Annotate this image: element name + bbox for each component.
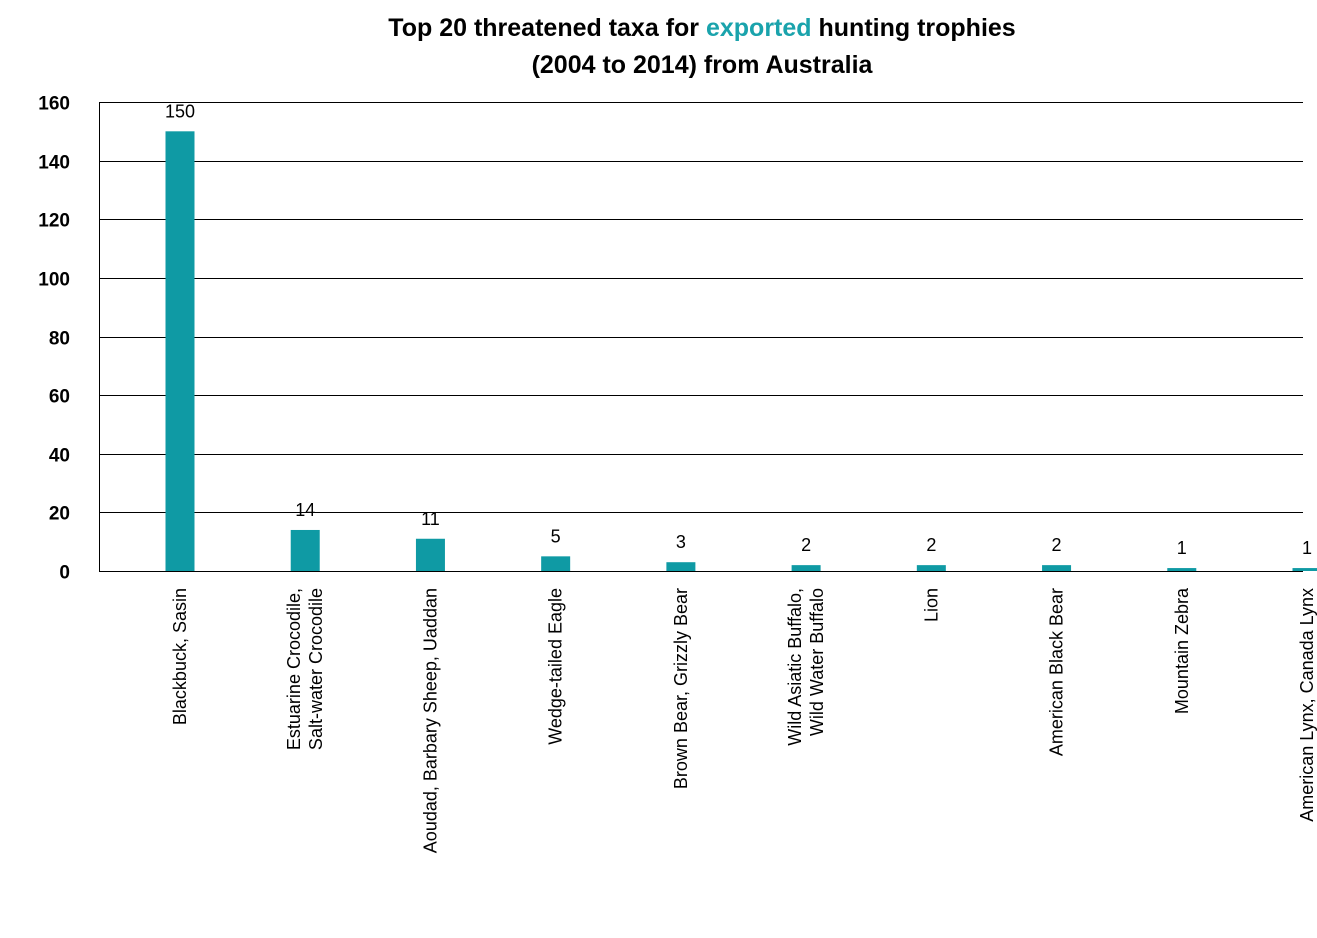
x-tick-label: Blackbuck, Sasin (170, 588, 190, 725)
data-label: 14 (295, 500, 315, 520)
x-tick-label: American Lynx, Canada Lynx (1297, 588, 1317, 822)
x-tick-label: American Black Bear (1047, 588, 1067, 756)
y-tick-label: 80 (49, 329, 70, 350)
data-label: 11 (421, 509, 440, 529)
x-tick-label-line: Salt-water Crocodile (306, 588, 326, 750)
chart-title-line-2: (2004 to 2014) from Australia (532, 51, 874, 79)
y-tick-label: 20 (49, 504, 70, 525)
bar (1167, 568, 1197, 571)
gridlines (99, 102, 1303, 572)
data-label: 2 (801, 535, 811, 555)
data-label: 2 (926, 535, 936, 555)
x-axis: Blackbuck, Sasin Estuarine Crocodile, Salt… (170, 587, 1317, 853)
y-tick-label: 120 (38, 211, 70, 232)
x-tick-label-line: Estuarine Crocodile, (284, 588, 304, 750)
x-tick-label-line: Lion (921, 588, 941, 622)
bar (666, 562, 696, 571)
y-axis: 0 20 40 60 80 100 120 140 160 (38, 94, 100, 584)
y-tick-label: 0 (59, 563, 70, 584)
y-tick-label: 100 (38, 270, 70, 291)
y-tick-label: 40 (49, 446, 70, 467)
x-tick-label: Mountain Zebra (1172, 587, 1192, 714)
x-tick-label-line: American Black Bear (1047, 588, 1067, 756)
x-tick-label: Wedge-tailed Eagle (546, 588, 566, 745)
bar (541, 556, 571, 571)
chart-title-text-after: hunting trophies (812, 14, 1016, 42)
x-tick-label-line: American Lynx, Canada Lynx (1297, 588, 1317, 822)
y-tick-label: 140 (38, 153, 70, 174)
x-tick-label-line: Blackbuck, Sasin (170, 588, 190, 725)
x-tick-label-line: Wild Asiatic Buffalo, (785, 588, 805, 746)
x-tick-label: Wild Asiatic Buffalo, Wild Water Buffalo (785, 588, 827, 746)
chart-title-highlight: exported (706, 14, 812, 42)
data-label: 150 (165, 101, 195, 121)
x-tick-label-line: Aoudad, Barbary Sheep, Uaddan (420, 588, 440, 853)
data-label: 5 (551, 526, 561, 546)
chart-title-text-before: Top 20 threatened taxa for (388, 14, 706, 42)
bar (415, 538, 445, 571)
bar (290, 529, 320, 571)
chart-title-line-1: Top 20 threatened taxa for exported hunt… (388, 14, 1015, 42)
x-tick-label-line: Wedge-tailed Eagle (546, 588, 566, 745)
bar (916, 565, 946, 571)
data-label: 2 (1052, 535, 1062, 555)
bar (1292, 568, 1317, 571)
bar (1042, 565, 1072, 571)
x-tick-label: Brown Bear, Grizzly Bear (671, 588, 691, 789)
data-label: 1 (1177, 538, 1187, 558)
x-tick-label: Lion (921, 588, 941, 622)
x-tick-label-line: Mountain Zebra (1172, 587, 1192, 714)
data-label: 1 (1302, 538, 1312, 558)
x-tick-label: Estuarine Crocodile, Salt-water Crocodile (284, 588, 326, 750)
data-label: 3 (676, 532, 686, 552)
bar (791, 565, 821, 571)
y-tick-label: 160 (38, 94, 70, 115)
x-tick-label-line: Wild Water Buffalo (807, 588, 827, 736)
bars (165, 131, 1317, 571)
x-tick-label-line: Brown Bear, Grizzly Bear (671, 588, 691, 789)
bar (165, 131, 195, 571)
x-tick-label: Aoudad, Barbary Sheep, Uaddan (420, 588, 440, 853)
y-tick-label: 60 (49, 387, 70, 408)
